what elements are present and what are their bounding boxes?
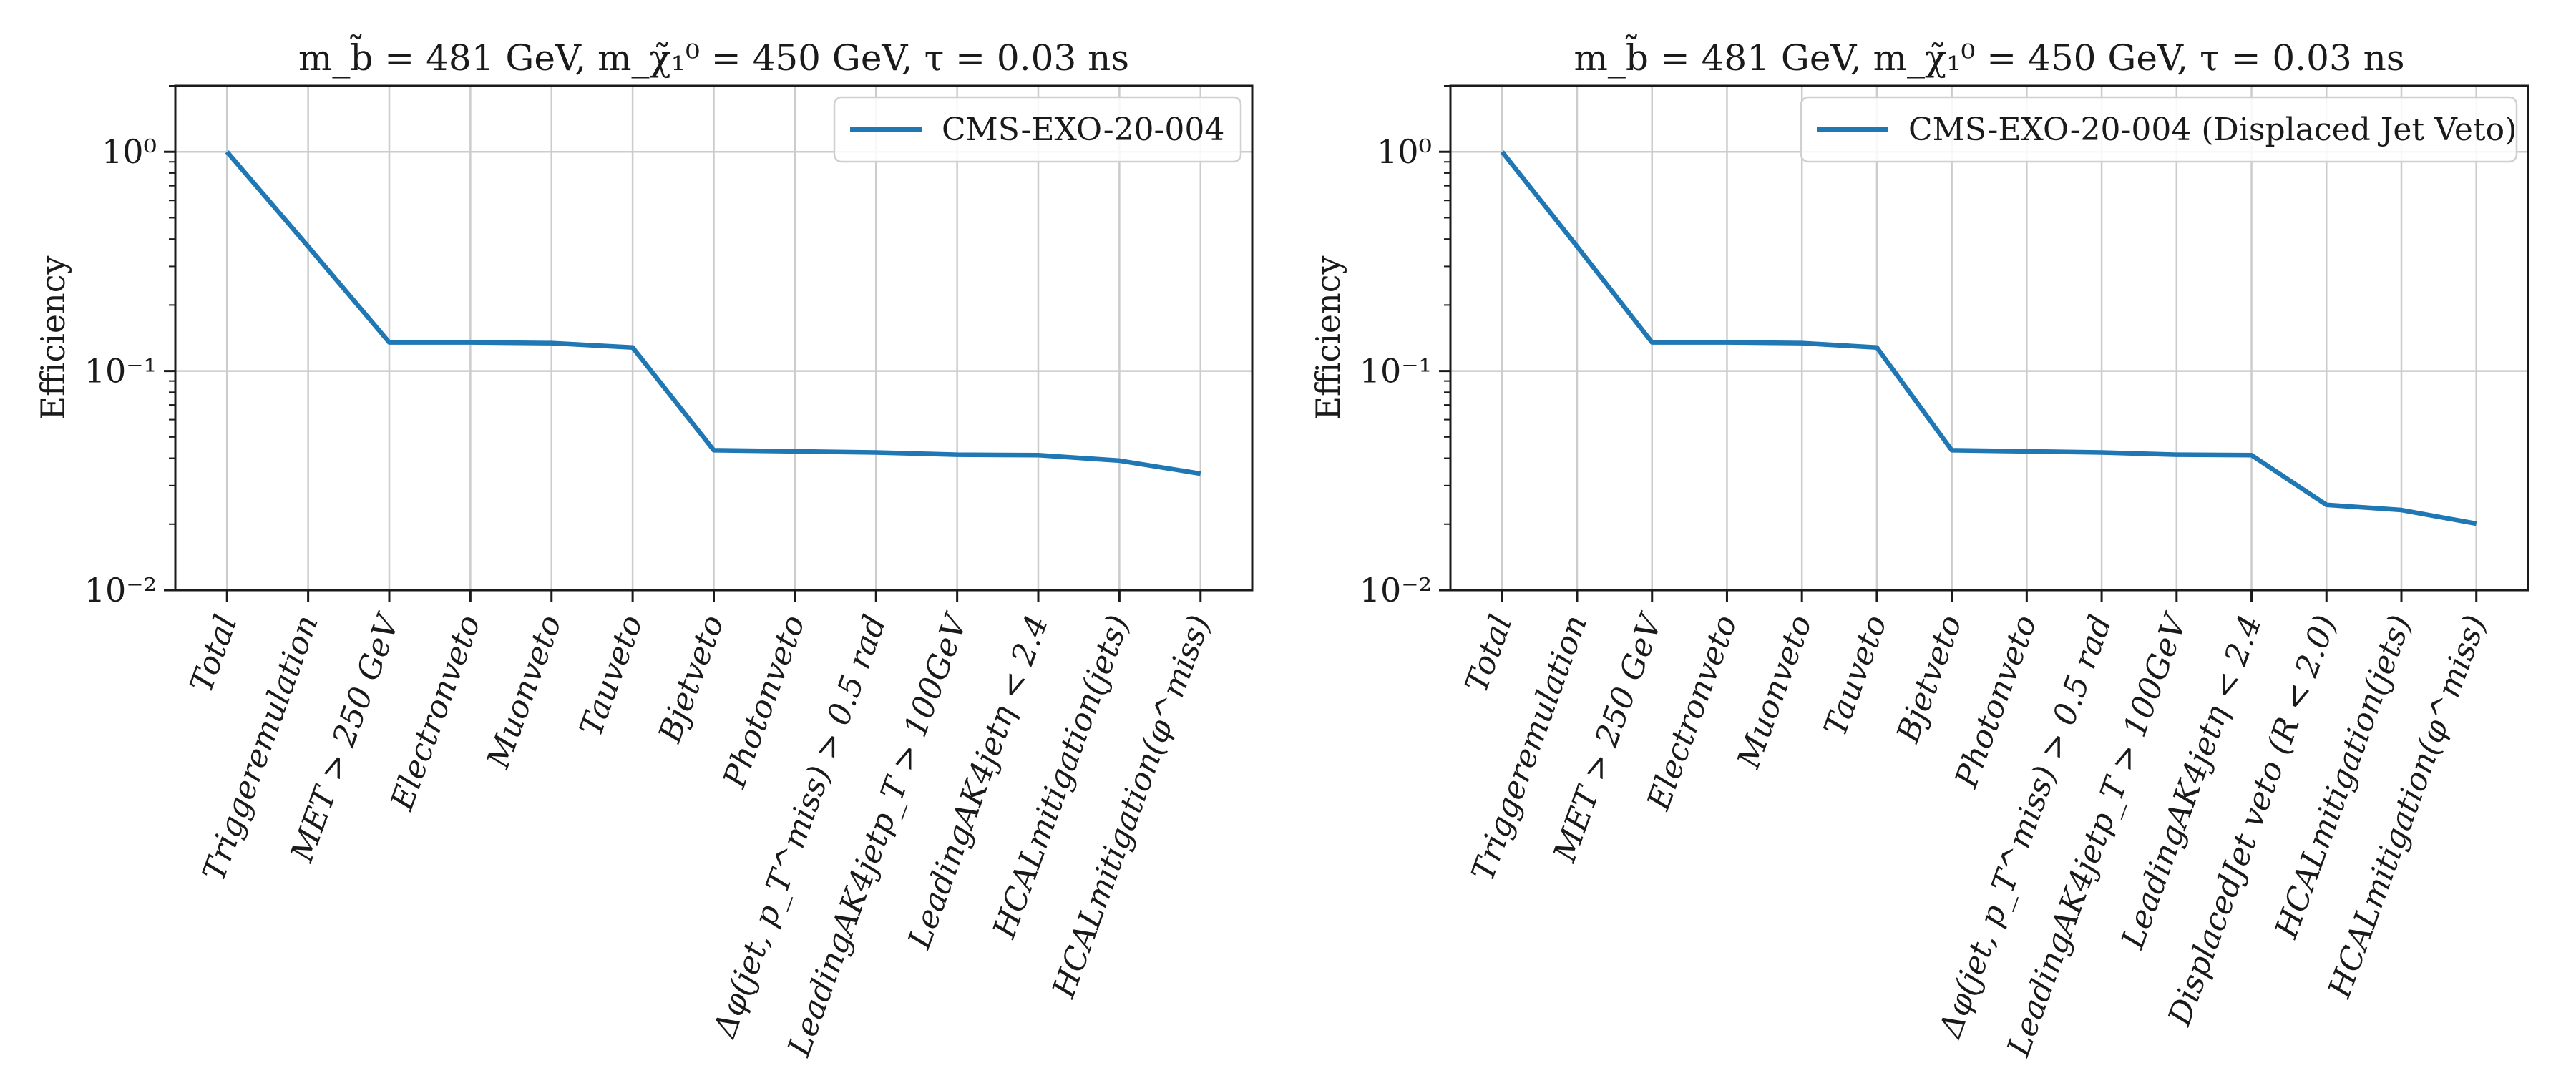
data-point <box>1875 346 1879 350</box>
data-point <box>1117 459 1121 463</box>
data-point <box>630 346 635 350</box>
data-point <box>2175 453 2179 457</box>
legend-label: CMS-EXO-20-004 (Displaced Jet Veto) <box>1908 112 2517 148</box>
data-point <box>2250 453 2254 457</box>
data-point <box>1199 471 1203 476</box>
data-point <box>2474 521 2479 526</box>
axes-frame <box>1449 84 2529 592</box>
data-point <box>2024 449 2029 454</box>
data-point <box>1950 448 1954 452</box>
y-tick-label: 10⁻¹ <box>1360 352 1432 391</box>
data-point <box>468 340 472 345</box>
data-point <box>1800 341 1804 346</box>
x-tick-label: Muonveto <box>479 610 569 773</box>
x-tick-label: Total <box>1458 610 1520 697</box>
y-axis-label: Efficiency <box>1309 255 1347 420</box>
data-point <box>550 341 554 346</box>
data-point <box>2324 503 2328 507</box>
y-axis-label: Efficiency <box>34 255 72 420</box>
legend-box <box>1800 96 2518 163</box>
data-point <box>2399 508 2404 512</box>
series-line <box>1500 150 2477 526</box>
legend: CMS-EXO-20-004 <box>833 96 1242 163</box>
data-point <box>1036 453 1040 457</box>
x-tick-label: HCALmitigation(φ^miss) <box>1045 610 1218 1003</box>
x-tick-label: Total <box>183 610 245 697</box>
data-point <box>712 448 716 452</box>
y-tick-label: 10⁰ <box>102 132 157 171</box>
chart-title: m_b̃ = 481 GeV, m_χ̃₁⁰ = 450 GeV, τ = 0.… <box>298 34 1129 79</box>
data-point <box>1650 340 1654 345</box>
x-tick-label: Muonveto <box>1730 610 1820 773</box>
data-point <box>1500 150 1504 154</box>
data-point <box>225 150 229 154</box>
x-tick-label: Bjetveto <box>1890 610 1969 748</box>
x-tick-label: Tauveto <box>572 610 650 740</box>
data-point <box>793 449 797 454</box>
data-point <box>387 340 391 345</box>
legend-label: CMS-EXO-20-004 <box>942 112 1224 148</box>
legend-box <box>833 96 1242 163</box>
panel-1: m_b̃ = 481 GeV, m_χ̃₁⁰ = 450 GeV, τ = 0.… <box>34 34 1254 1062</box>
legend: CMS-EXO-20-004 (Displaced Jet Veto) <box>1800 96 2518 163</box>
x-tick-label: Tauveto <box>1817 610 1894 740</box>
y-tick-label: 10⁻² <box>1360 571 1432 609</box>
x-tick-label: HCALmitigation(jets) <box>2268 610 2419 944</box>
x-tick-label: Photonveto <box>716 610 812 793</box>
y-tick-label: 10⁻¹ <box>84 352 157 391</box>
y-tick-label: 10⁰ <box>1377 132 1432 171</box>
x-tick-label: Bjetveto <box>651 610 731 748</box>
data-point <box>2099 450 2104 454</box>
panel-2: m_b̃ = 481 GeV, m_χ̃₁⁰ = 450 GeV, τ = 0.… <box>1309 34 2529 1062</box>
data-point <box>306 245 311 249</box>
data-point <box>1724 340 1729 345</box>
data-point <box>955 453 960 457</box>
x-tick-label: LeadingAK4jetη < 2.4 <box>2114 610 2269 954</box>
series-line <box>225 150 1201 476</box>
chart-title: m_b̃ = 481 GeV, m_χ̃₁⁰ = 450 GeV, τ = 0.… <box>1574 34 2404 79</box>
data-point <box>874 450 878 454</box>
y-tick-label: 10⁻² <box>84 571 157 609</box>
data-point <box>1575 245 1579 249</box>
